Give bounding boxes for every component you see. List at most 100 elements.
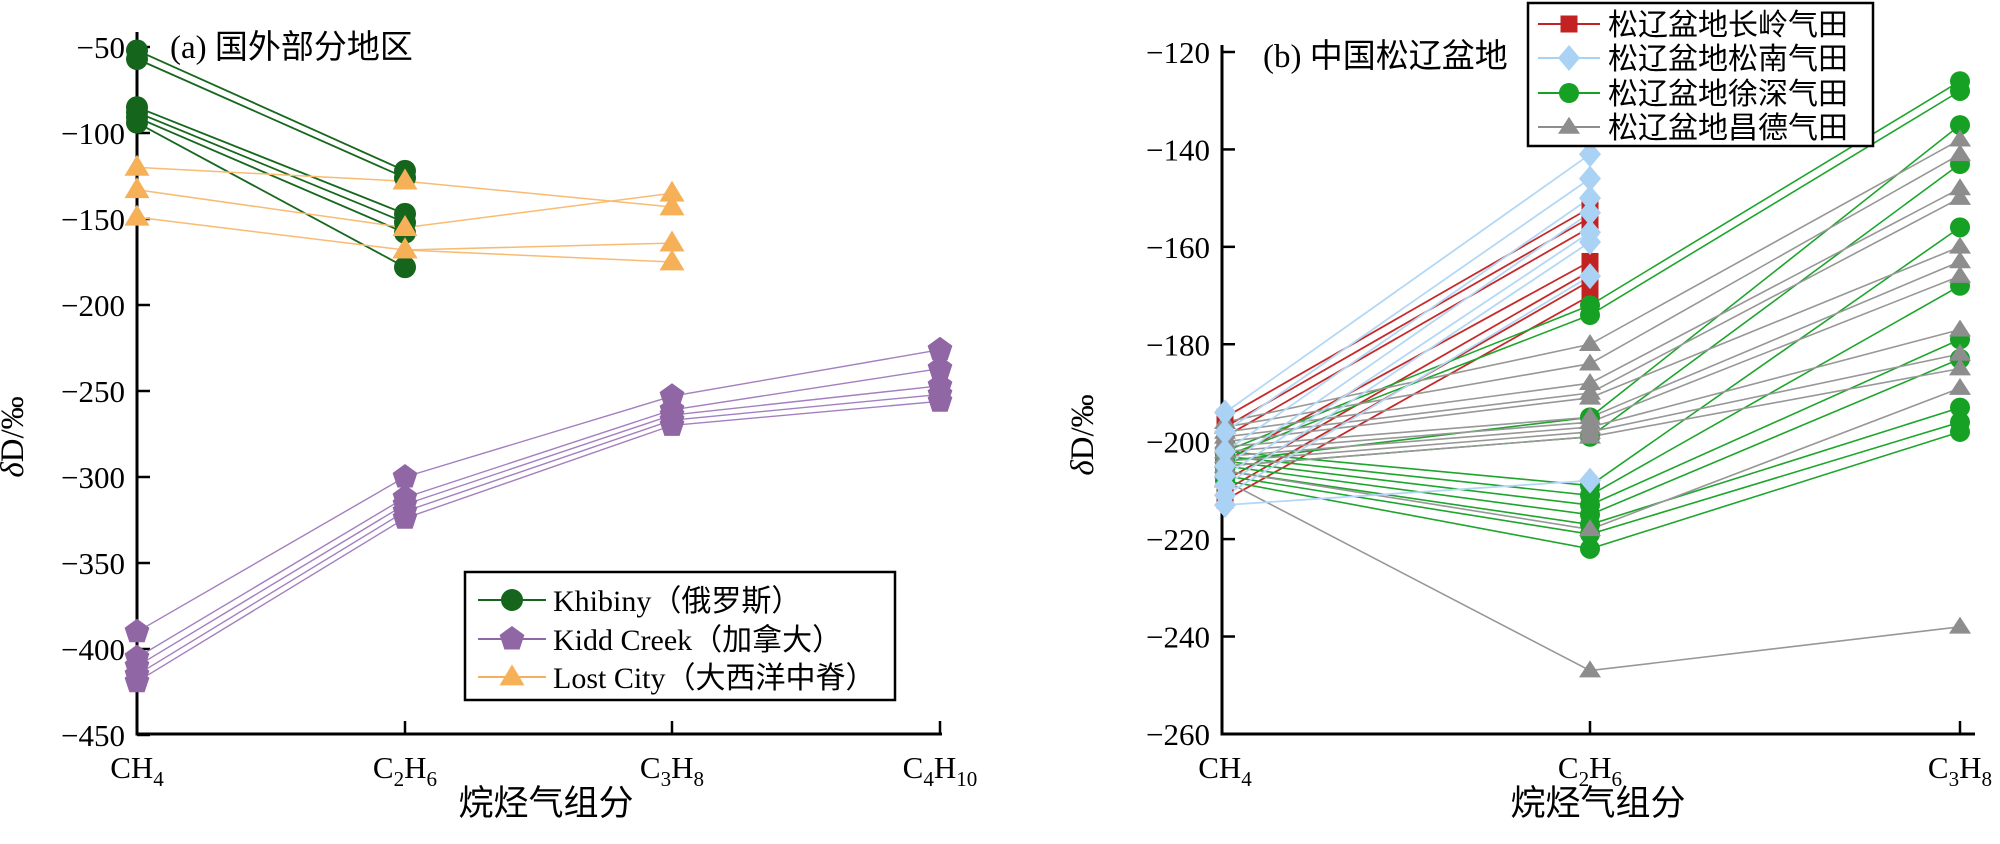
marker-triangle (659, 230, 685, 252)
series-line (136, 58, 406, 179)
marker-triangle (392, 215, 418, 236)
series-line (136, 400, 941, 683)
marker-triangle (1579, 373, 1601, 391)
series-line (136, 121, 406, 268)
marker-pentagon (659, 383, 685, 407)
x-tick-label: C4H10 (903, 750, 978, 791)
marker-pentagon (124, 668, 150, 693)
series-line (1224, 226, 1591, 438)
marker-circle (126, 111, 148, 134)
marker-triangle (1949, 187, 1971, 205)
series-line (136, 106, 406, 215)
marker-diamond (1558, 45, 1580, 71)
legend-entry: 松辽盆地松南气田 (1538, 43, 1848, 76)
marker-triangle (659, 194, 685, 216)
legend-entry: Khibiny（俄罗斯） (478, 585, 801, 618)
series-line (1224, 207, 1591, 419)
y-tick-label: −250 (61, 374, 125, 409)
marker-triangle (1949, 129, 1971, 147)
series-line (1224, 275, 1591, 497)
y-tick-label: −200 (1146, 425, 1210, 460)
marker-triangle (1579, 334, 1601, 352)
marker-diamond (1579, 228, 1601, 255)
series-line (1224, 479, 1591, 506)
legend-entry: 松辽盆地长岭气田 (1538, 9, 1848, 42)
marker-pentagon (927, 388, 953, 412)
legend-label: 松辽盆地松南气田 (1608, 43, 1848, 76)
x-tick-label: CH4 (110, 750, 164, 791)
marker-triangle (1579, 387, 1601, 405)
series-line (1224, 216, 1591, 428)
marker-triangle (499, 664, 525, 686)
y-tick-label: −300 (61, 460, 125, 495)
x-tick-label: CH4 (1198, 750, 1252, 791)
marker-triangle (659, 249, 685, 271)
y-tick-label: −240 (1146, 620, 1210, 655)
marker-diamond (1579, 141, 1601, 168)
marker-triangle (1949, 358, 1971, 376)
legend-label: Kidd Creek（加拿大） (553, 624, 842, 657)
y-tick-label: −140 (1146, 132, 1210, 167)
marker-triangle (1949, 319, 1971, 337)
legend-box (1526, 1, 1875, 148)
series-line (1224, 260, 1591, 462)
x-tick-label: C3H8 (1928, 750, 1992, 791)
x-tick-label: C2H6 (373, 750, 437, 791)
legend-box (463, 570, 897, 702)
marker-circle (1950, 421, 1970, 442)
series-line (136, 349, 941, 633)
marker-circle (1580, 305, 1600, 326)
marker-circle (1950, 217, 1970, 238)
marker-pentagon (927, 336, 953, 361)
marker-triangle (1949, 377, 1971, 395)
legend-entry: 松辽盆地昌德气田 (1538, 112, 1848, 145)
x-tick-label: C2H6 (1558, 750, 1622, 791)
marker-pentagon (499, 626, 525, 650)
marker-diamond (1579, 185, 1601, 212)
series-line (136, 116, 406, 234)
legend-label: Khibiny（俄罗斯） (553, 585, 801, 618)
y-tick-label: −220 (1146, 522, 1210, 557)
legend-label: 松辽盆地徐深气田 (1608, 78, 1848, 111)
y-tick-label: −100 (61, 116, 125, 151)
series-line (136, 49, 406, 172)
marker-triangle (1579, 353, 1601, 371)
y-tick-label: −350 (61, 546, 125, 581)
marker-diamond (1214, 399, 1236, 426)
marker-circle (126, 48, 148, 71)
y-tick-label: −120 (1146, 35, 1210, 70)
marker-triangle (124, 177, 150, 199)
marker-diamond (1579, 467, 1601, 494)
marker-diamond (1214, 492, 1236, 519)
marker-triangle (1949, 616, 1971, 634)
marker-triangle (1949, 144, 1971, 162)
legend-label: Lost City（大西洋中脊） (553, 662, 876, 695)
marker-triangle (1558, 116, 1580, 134)
series-line (1224, 153, 1591, 414)
y-tick-label: −180 (1146, 327, 1210, 362)
marker-pentagon (124, 618, 150, 643)
marker-circle (501, 589, 523, 611)
series-line (1224, 177, 1591, 433)
marker-pentagon (659, 412, 685, 436)
panel-title: (b) 中国松辽盆地 (1263, 38, 1508, 75)
marker-pentagon (392, 505, 418, 529)
y-axis-label: δD/‰ (1065, 394, 1101, 475)
marker-circle (1580, 538, 1600, 559)
marker-diamond (1579, 199, 1601, 226)
marker-triangle (1579, 660, 1601, 678)
legend: Khibiny（俄罗斯） Kidd Creek（加拿大） Lost City（大西洋… (463, 570, 897, 702)
marker-triangle (392, 168, 418, 190)
legend-entry: Lost City（大西洋中脊） (478, 662, 876, 695)
marker-triangle (1949, 265, 1971, 283)
marker-circle (1950, 80, 1970, 101)
y-tick-label: −260 (1146, 717, 1210, 752)
x-axis-label: 烷烃气组分 (458, 784, 633, 823)
marker-pentagon (927, 355, 953, 380)
marker-circle (394, 256, 416, 279)
y-tick-label: −400 (61, 632, 125, 667)
marker-diamond (1579, 165, 1601, 192)
